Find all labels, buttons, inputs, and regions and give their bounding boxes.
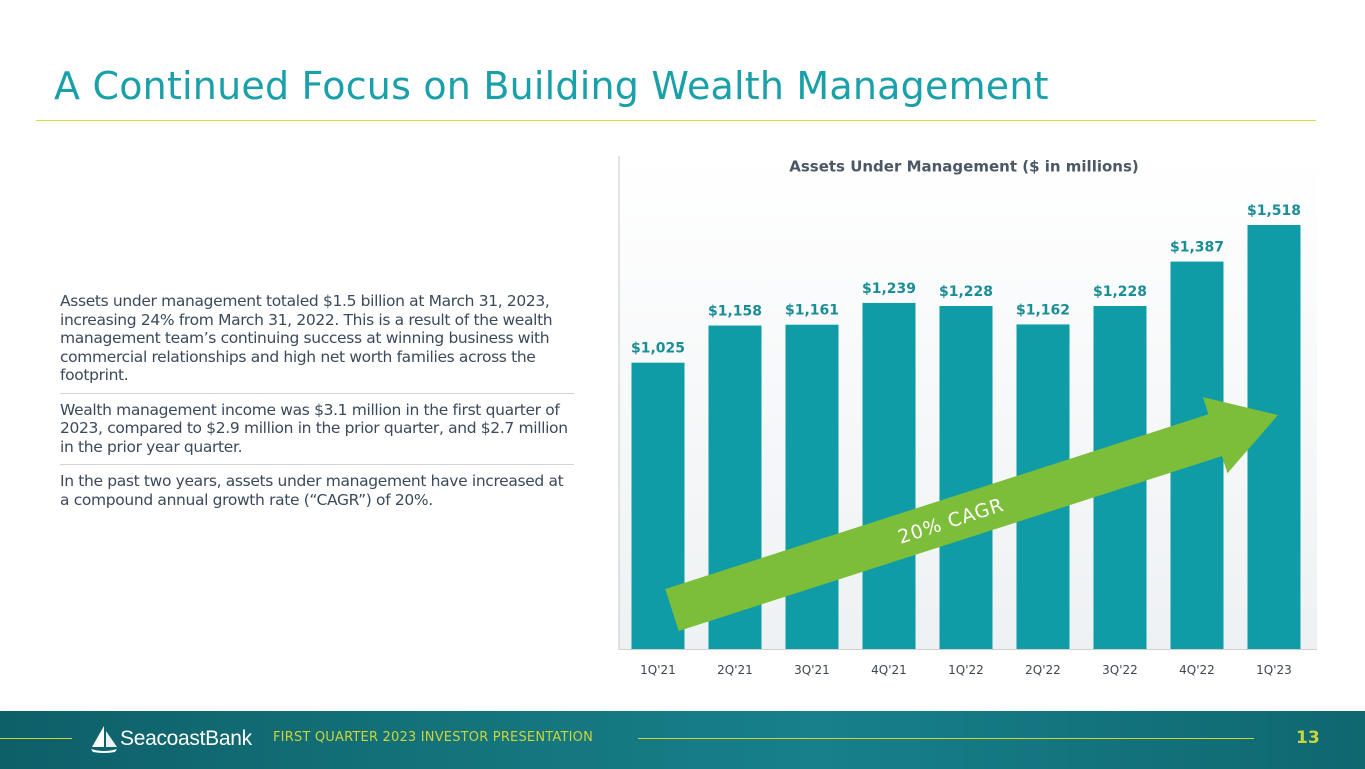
bar-1Q'22 [939,306,993,649]
bullet-cagr: In the past two years, assets under mana… [60,464,574,517]
aum-chart: Assets Under Management ($ in millions) … [612,150,1317,695]
sailboat-icon [91,726,117,753]
page-number: 13 [1296,728,1320,748]
bar-value-label: $1,025 [631,341,685,357]
footer-bar: SeacoastBank FIRST QUARTER 2023 INVESTOR… [0,711,1365,769]
x-tick-label: 2Q'22 [1025,663,1061,677]
bullet-list: Assets under management totaled $1.5 bil… [60,292,574,517]
x-tick-label: 1Q'21 [640,663,676,677]
bar-value-label: $1,228 [939,284,993,300]
bar-4Q'21 [862,302,916,649]
x-tick-label: 2Q'21 [717,663,753,677]
bar-value-label: $1,518 [1247,203,1301,219]
seacoast-logo: SeacoastBank [90,724,252,754]
x-tick-label: 1Q'22 [948,663,984,677]
chart-title: Assets Under Management ($ in millions) [789,158,1139,176]
footer-caption: FIRST QUARTER 2023 INVESTOR PRESENTATION [273,730,594,745]
bar-value-label: $1,228 [1093,284,1147,300]
x-tick-label: 3Q'22 [1102,663,1138,677]
title-divider [36,120,1316,121]
bar-value-label: $1,161 [785,303,839,319]
bar-value-label: $1,162 [1016,302,1070,318]
cagr-arrow-shape [665,397,1279,631]
bullet-wealth-income: Wealth management income was $3.1 millio… [60,392,574,465]
bar-value-label: $1,239 [862,281,916,297]
footer-rule-left [0,738,72,739]
x-tick-label: 4Q'22 [1179,663,1215,677]
bar-value-label: $1,158 [708,304,762,320]
bullet-aum-total: Assets under management totaled $1.5 bil… [60,292,553,384]
page-title: A Continued Focus on Building Wealth Man… [54,64,1049,108]
bar-3Q'21 [785,324,839,649]
aum-bar-chart: Assets Under Management ($ in millions) … [618,156,1317,677]
x-tick-label: 4Q'21 [871,663,907,677]
x-tick-label: 3Q'21 [794,663,830,677]
footer-rule-right [638,738,1254,739]
logo-wordmark: SeacoastBank [120,727,252,750]
bar-group: $1,025 1Q'21 $1,158 2Q'21 $1,161 3Q'21 $1,239 4… [631,203,1301,677]
bar-value-label: $1,387 [1170,240,1224,256]
x-tick-label: 1Q'23 [1256,663,1292,677]
